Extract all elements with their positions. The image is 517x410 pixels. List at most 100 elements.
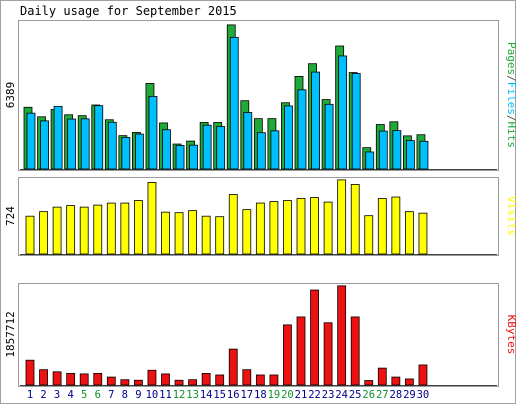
x-tick-day-5: 5 (81, 389, 87, 401)
bar-files-day-17 (243, 112, 253, 170)
bar-files-day-26 (365, 151, 375, 170)
bar-kbytes-day-20 (283, 324, 292, 386)
bar-files-day-5 (80, 118, 90, 170)
panel-frame-3 (18, 283, 499, 387)
bar-visits-day-21 (296, 198, 306, 255)
bar-visits-day-6 (93, 204, 103, 255)
bar-visits-day-27 (377, 198, 387, 255)
x-tick-day-6: 6 (95, 389, 101, 401)
bar-kbytes-day-27 (377, 367, 387, 386)
x-tick-day-14: 14 (200, 389, 213, 401)
bar-visits-day-17 (242, 209, 252, 255)
x-tick-day-18: 18 (254, 389, 267, 401)
bar-visits-day-3 (52, 206, 62, 255)
panel-frame-2 (18, 177, 499, 256)
legend-entry-1-4: Hits (505, 122, 517, 149)
x-tick-day-29: 29 (403, 389, 416, 401)
x-tick-day-27: 27 (376, 389, 389, 401)
y-max-label-1: 6389 (4, 82, 17, 109)
bar-kbytes-day-1 (25, 359, 35, 386)
x-tick-day-22: 22 (308, 389, 321, 401)
x-tick-day-20: 20 (281, 389, 294, 401)
x-tick-day-28: 28 (390, 389, 403, 401)
chart-title: Daily usage for September 2015 (20, 4, 237, 18)
bar-visits-day-9 (133, 200, 143, 255)
bar-visits-day-20 (283, 200, 292, 255)
bar-kbytes-day-28 (391, 376, 401, 386)
bar-kbytes-day-24 (337, 285, 347, 386)
bar-visits-day-28 (391, 196, 401, 255)
bar-files-day-18 (256, 132, 266, 170)
bar-kbytes-day-23 (323, 322, 333, 386)
bar-visits-day-4 (66, 205, 76, 255)
x-tick-day-24: 24 (335, 389, 348, 401)
y-max-label-3: 1857712 (4, 311, 17, 357)
x-tick-day-15: 15 (213, 389, 226, 401)
legend-1: Pages/Files/Hits (505, 42, 517, 148)
x-tick-day-1: 1 (27, 389, 33, 401)
x-tick-day-11: 11 (159, 389, 172, 401)
bar-visits-day-5 (79, 206, 89, 255)
legend-2: Visits (505, 196, 517, 236)
bar-kbytes-day-7 (106, 376, 116, 386)
x-tick-day-26: 26 (362, 389, 375, 401)
bar-kbytes-day-11 (161, 373, 170, 386)
bar-kbytes-day-19 (269, 374, 279, 386)
x-tick-day-4: 4 (67, 389, 73, 401)
legend-entry-1-3: / (505, 115, 517, 122)
legend-entry-1-0: Pages (505, 42, 517, 75)
bar-files-day-8 (121, 137, 131, 170)
bar-kbytes-day-6 (93, 372, 103, 386)
bar-files-day-16 (229, 36, 239, 170)
x-tick-labels: 1 2 3 4 5 6 7 8 9 10 11 12 13 14 15 16 17 18 19 20 21 22 23 24 2… (27, 389, 429, 401)
bar-marks (23, 24, 429, 386)
bar-visits-day-2 (39, 211, 48, 255)
bar-kbytes-day-21 (296, 316, 306, 386)
x-tick-day-25: 25 (349, 389, 362, 401)
bar-files-day-6 (94, 105, 104, 170)
bar-kbytes-day-16 (228, 348, 238, 386)
y-max-label-2: 724 (4, 206, 17, 226)
bar-files-day-15 (216, 126, 226, 170)
bar-files-day-23 (324, 103, 334, 170)
bar-kbytes-day-4 (66, 372, 76, 386)
bar-visits-day-24 (337, 179, 347, 255)
legend-entry-1-1: / (505, 75, 517, 82)
bar-visits-day-12 (174, 212, 184, 255)
bar-files-day-11 (162, 129, 171, 170)
bar-files-day-28 (392, 130, 402, 170)
x-tick-day-2: 2 (40, 389, 46, 401)
bar-visits-day-14 (201, 215, 211, 255)
bar-kbytes-day-26 (364, 380, 374, 386)
bar-visits-day-19 (269, 201, 279, 255)
bar-visits-day-8 (120, 202, 130, 255)
bar-kbytes-day-17 (242, 369, 252, 386)
bar-kbytes-day-3 (52, 371, 62, 386)
bar-files-day-3 (53, 105, 63, 170)
panel-frames (18, 20, 499, 387)
bar-files-day-22 (311, 71, 320, 170)
bar-visits-day-18 (255, 202, 265, 255)
x-tick-day-7: 7 (108, 389, 114, 401)
x-tick-day-21: 21 (295, 389, 308, 401)
bar-files-day-13 (189, 144, 199, 170)
bar-files-day-25 (351, 73, 361, 170)
bar-files-day-2 (40, 120, 49, 170)
bar-files-day-10 (148, 95, 158, 170)
bar-kbytes-day-8 (120, 379, 130, 386)
bar-visits-day-22 (310, 197, 319, 255)
x-tick-day-16: 16 (227, 389, 240, 401)
bar-files-day-24 (338, 55, 348, 170)
panel-frame-1 (18, 20, 499, 171)
bar-files-day-30 (419, 140, 429, 170)
x-tick-day-30: 30 (417, 389, 430, 401)
bar-visits-day-30 (418, 212, 428, 255)
legends: Pages/Files/Hits Visits KBytes (505, 42, 517, 354)
legend-entry-3-0: KBytes (505, 315, 517, 355)
y-axis-labels: 6389 724 1857712 (4, 82, 17, 358)
bar-kbytes-day-15 (215, 374, 225, 386)
bar-visits-day-23 (323, 201, 333, 255)
bar-kbytes-day-29 (404, 378, 414, 386)
bar-files-day-27 (378, 130, 388, 170)
